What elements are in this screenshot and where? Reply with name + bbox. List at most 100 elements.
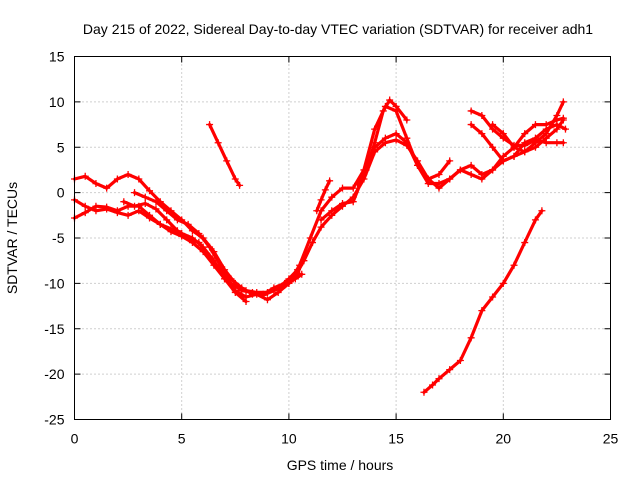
data-point: [489, 293, 497, 301]
data-point: [420, 388, 428, 396]
data-point: [195, 239, 203, 247]
series-line: [315, 179, 332, 213]
y-tick-label: -10: [44, 275, 64, 291]
series-line: [72, 172, 300, 294]
series-line: [293, 116, 565, 278]
series-line: [287, 104, 452, 285]
series-track-11: [354, 96, 411, 188]
data-point: [131, 189, 139, 197]
data-point: [499, 157, 507, 165]
series-track-6: [206, 121, 244, 189]
data-point: [152, 198, 160, 206]
data-point: [429, 381, 437, 389]
grid: [74, 56, 611, 420]
data-point: [167, 228, 175, 236]
series-line: [72, 204, 302, 302]
data-point: [152, 205, 160, 213]
data-point: [467, 107, 475, 115]
data-point: [559, 139, 567, 147]
data-point: [478, 175, 486, 183]
data-point: [113, 175, 121, 183]
series-line: [469, 118, 565, 163]
data-point: [146, 187, 154, 195]
data-point: [146, 211, 154, 219]
data-point: [553, 125, 561, 133]
data-point: [478, 111, 486, 119]
data-point: [306, 234, 314, 242]
data-point: [531, 139, 539, 147]
data-point: [103, 203, 111, 211]
data-point: [456, 357, 464, 365]
y-tick-label: 10: [49, 94, 65, 110]
series-track-7: [285, 102, 454, 287]
data-point: [195, 229, 203, 237]
data-point: [381, 134, 389, 142]
data-point: [510, 261, 518, 269]
x-tick-label: 25: [603, 431, 619, 447]
series-track-1: [71, 170, 301, 296]
data-point: [521, 141, 529, 149]
data-point: [559, 116, 567, 124]
series-track-4: [120, 198, 306, 298]
data-point: [124, 170, 132, 178]
data-point: [281, 281, 289, 289]
data-point: [435, 375, 443, 383]
data-point: [531, 216, 539, 224]
data-point: [467, 161, 475, 169]
data-point: [92, 180, 100, 188]
y-axis-label: SDTVAR / TECUs: [4, 182, 20, 294]
data-point: [163, 216, 171, 224]
data-point: [81, 202, 89, 210]
data-point: [214, 139, 222, 147]
data-point: [141, 200, 149, 208]
data-point: [392, 130, 400, 138]
data-point: [467, 170, 475, 178]
y-tick-label: 5: [57, 139, 65, 155]
data-point: [321, 186, 329, 194]
series-line: [319, 123, 568, 222]
data-point: [339, 184, 346, 192]
data-point: [141, 193, 149, 201]
data-point: [231, 175, 239, 183]
data-point: [435, 180, 443, 188]
series-track-15: [420, 207, 546, 396]
data-point: [313, 207, 321, 215]
data-point: [242, 293, 250, 301]
data-point: [499, 279, 507, 287]
data-point: [81, 172, 89, 180]
data-point: [317, 196, 325, 204]
data-point: [478, 130, 486, 138]
data-point: [231, 287, 239, 295]
data-point: [236, 181, 244, 189]
data-point: [392, 136, 400, 144]
data-point: [531, 121, 539, 129]
data-point: [349, 184, 357, 192]
y-tick-label: 15: [49, 49, 65, 65]
data-point: [223, 157, 231, 165]
data-point: [354, 180, 362, 188]
data-point: [238, 284, 246, 292]
data-point: [300, 257, 308, 265]
series-line: [132, 191, 295, 297]
data-point: [173, 227, 181, 235]
data-point: [489, 166, 497, 174]
data-point: [317, 216, 325, 224]
data-point: [291, 272, 299, 280]
x-tick-label: 15: [388, 431, 404, 447]
data-point: [308, 239, 316, 247]
data-point: [446, 157, 454, 165]
data-point: [467, 334, 475, 342]
data-point: [553, 111, 561, 119]
series-layer: [71, 96, 569, 396]
data-point: [379, 107, 387, 115]
data-point: [216, 261, 224, 269]
data-point: [561, 125, 569, 133]
data-point: [499, 130, 507, 138]
y-tick-label: -25: [44, 412, 64, 428]
data-point: [371, 139, 379, 147]
data-point: [538, 207, 546, 215]
series-track-14: [489, 98, 567, 156]
data-point: [456, 166, 464, 174]
data-point: [248, 290, 256, 298]
